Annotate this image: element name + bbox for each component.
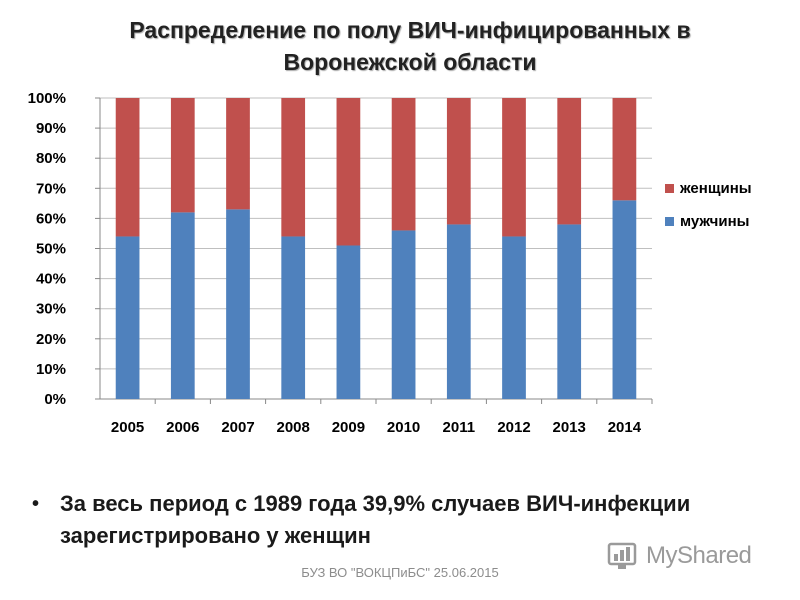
watermark-text: MyShared [646,542,752,569]
bar-women-2014 [612,98,637,201]
y-tick-label: 80% [36,150,66,167]
bar-men-2009 [336,245,361,399]
y-tick-label: 60% [36,210,66,227]
bar-women-2008 [281,98,306,237]
x-tick-label: 2005 [111,419,144,436]
legend-label-men: мужчины [680,213,750,230]
myshared-logo-icon [607,542,637,569]
y-tick-label: 20% [36,331,66,348]
footer-text: БУЗ ВО "ВОКЦПиБС" 25.06.2015 [301,565,499,580]
bar-men-2007 [226,209,250,399]
myshared-watermark: MyShared [606,538,766,572]
chart-title: Распределение по полу ВИЧ-инфицированных… [40,14,780,78]
bar-women-2010 [391,98,416,231]
bar-women-2012 [502,98,526,237]
legend-swatch-men [665,217,674,226]
bullet-dot-icon: • [32,493,40,515]
x-tick-label: 2009 [332,419,365,436]
x-tick-label: 2008 [277,419,310,436]
x-tick-label: 2006 [166,419,199,436]
x-tick-label: 2011 [443,419,476,436]
legend-swatch-women [665,184,674,193]
bar-men-2013 [557,224,582,399]
bar-men-2008 [281,236,306,399]
chart-title-line2: Воронежской области [283,49,537,75]
summary-line2: зарегистрировано у женщин [60,523,371,548]
bar-men-2005 [115,236,140,399]
x-tick-label: 2012 [497,419,530,436]
stacked-bar-chart: 0% 10% 20% 30% 40% 50% 60% 70% 80% 90% 100% 2005 200… [28,90,752,436]
y-tick-label: 90% [36,120,66,137]
y-tick-label: 10% [36,361,66,378]
bar-men-2010 [391,230,416,399]
x-tick-label: 2010 [387,419,420,436]
summary-line1: За весь период с 1989 года 39,9% случаев… [60,491,691,516]
y-tick-label: 40% [36,271,66,288]
y-tick-label: 50% [36,241,66,258]
bar-women-2005 [115,98,140,237]
x-tick-label: 2013 [553,419,586,436]
bar-men-2011 [446,224,471,399]
bar-women-2007 [226,98,250,210]
legend-label-women: женщины [679,180,752,197]
bar-women-2009 [336,98,361,246]
bar-men-2006 [170,212,195,399]
y-tick-label: 100% [28,90,66,107]
bar-women-2011 [446,98,471,225]
x-tick-label: 2007 [221,419,254,436]
bar-men-2012 [502,236,526,399]
y-tick-label: 70% [36,180,66,197]
summary-bullet: • За весь период с 1989 года 39,9% случа… [32,488,762,552]
bar-women-2006 [170,98,195,213]
bar-men-2014 [612,200,637,399]
bar-women-2013 [557,98,582,225]
x-tick-label: 2014 [608,419,642,436]
chart-title-line1: Распределение по полу ВИЧ-инфицированных… [129,17,691,43]
y-tick-label: 0% [44,391,66,408]
y-tick-label: 30% [36,301,66,318]
